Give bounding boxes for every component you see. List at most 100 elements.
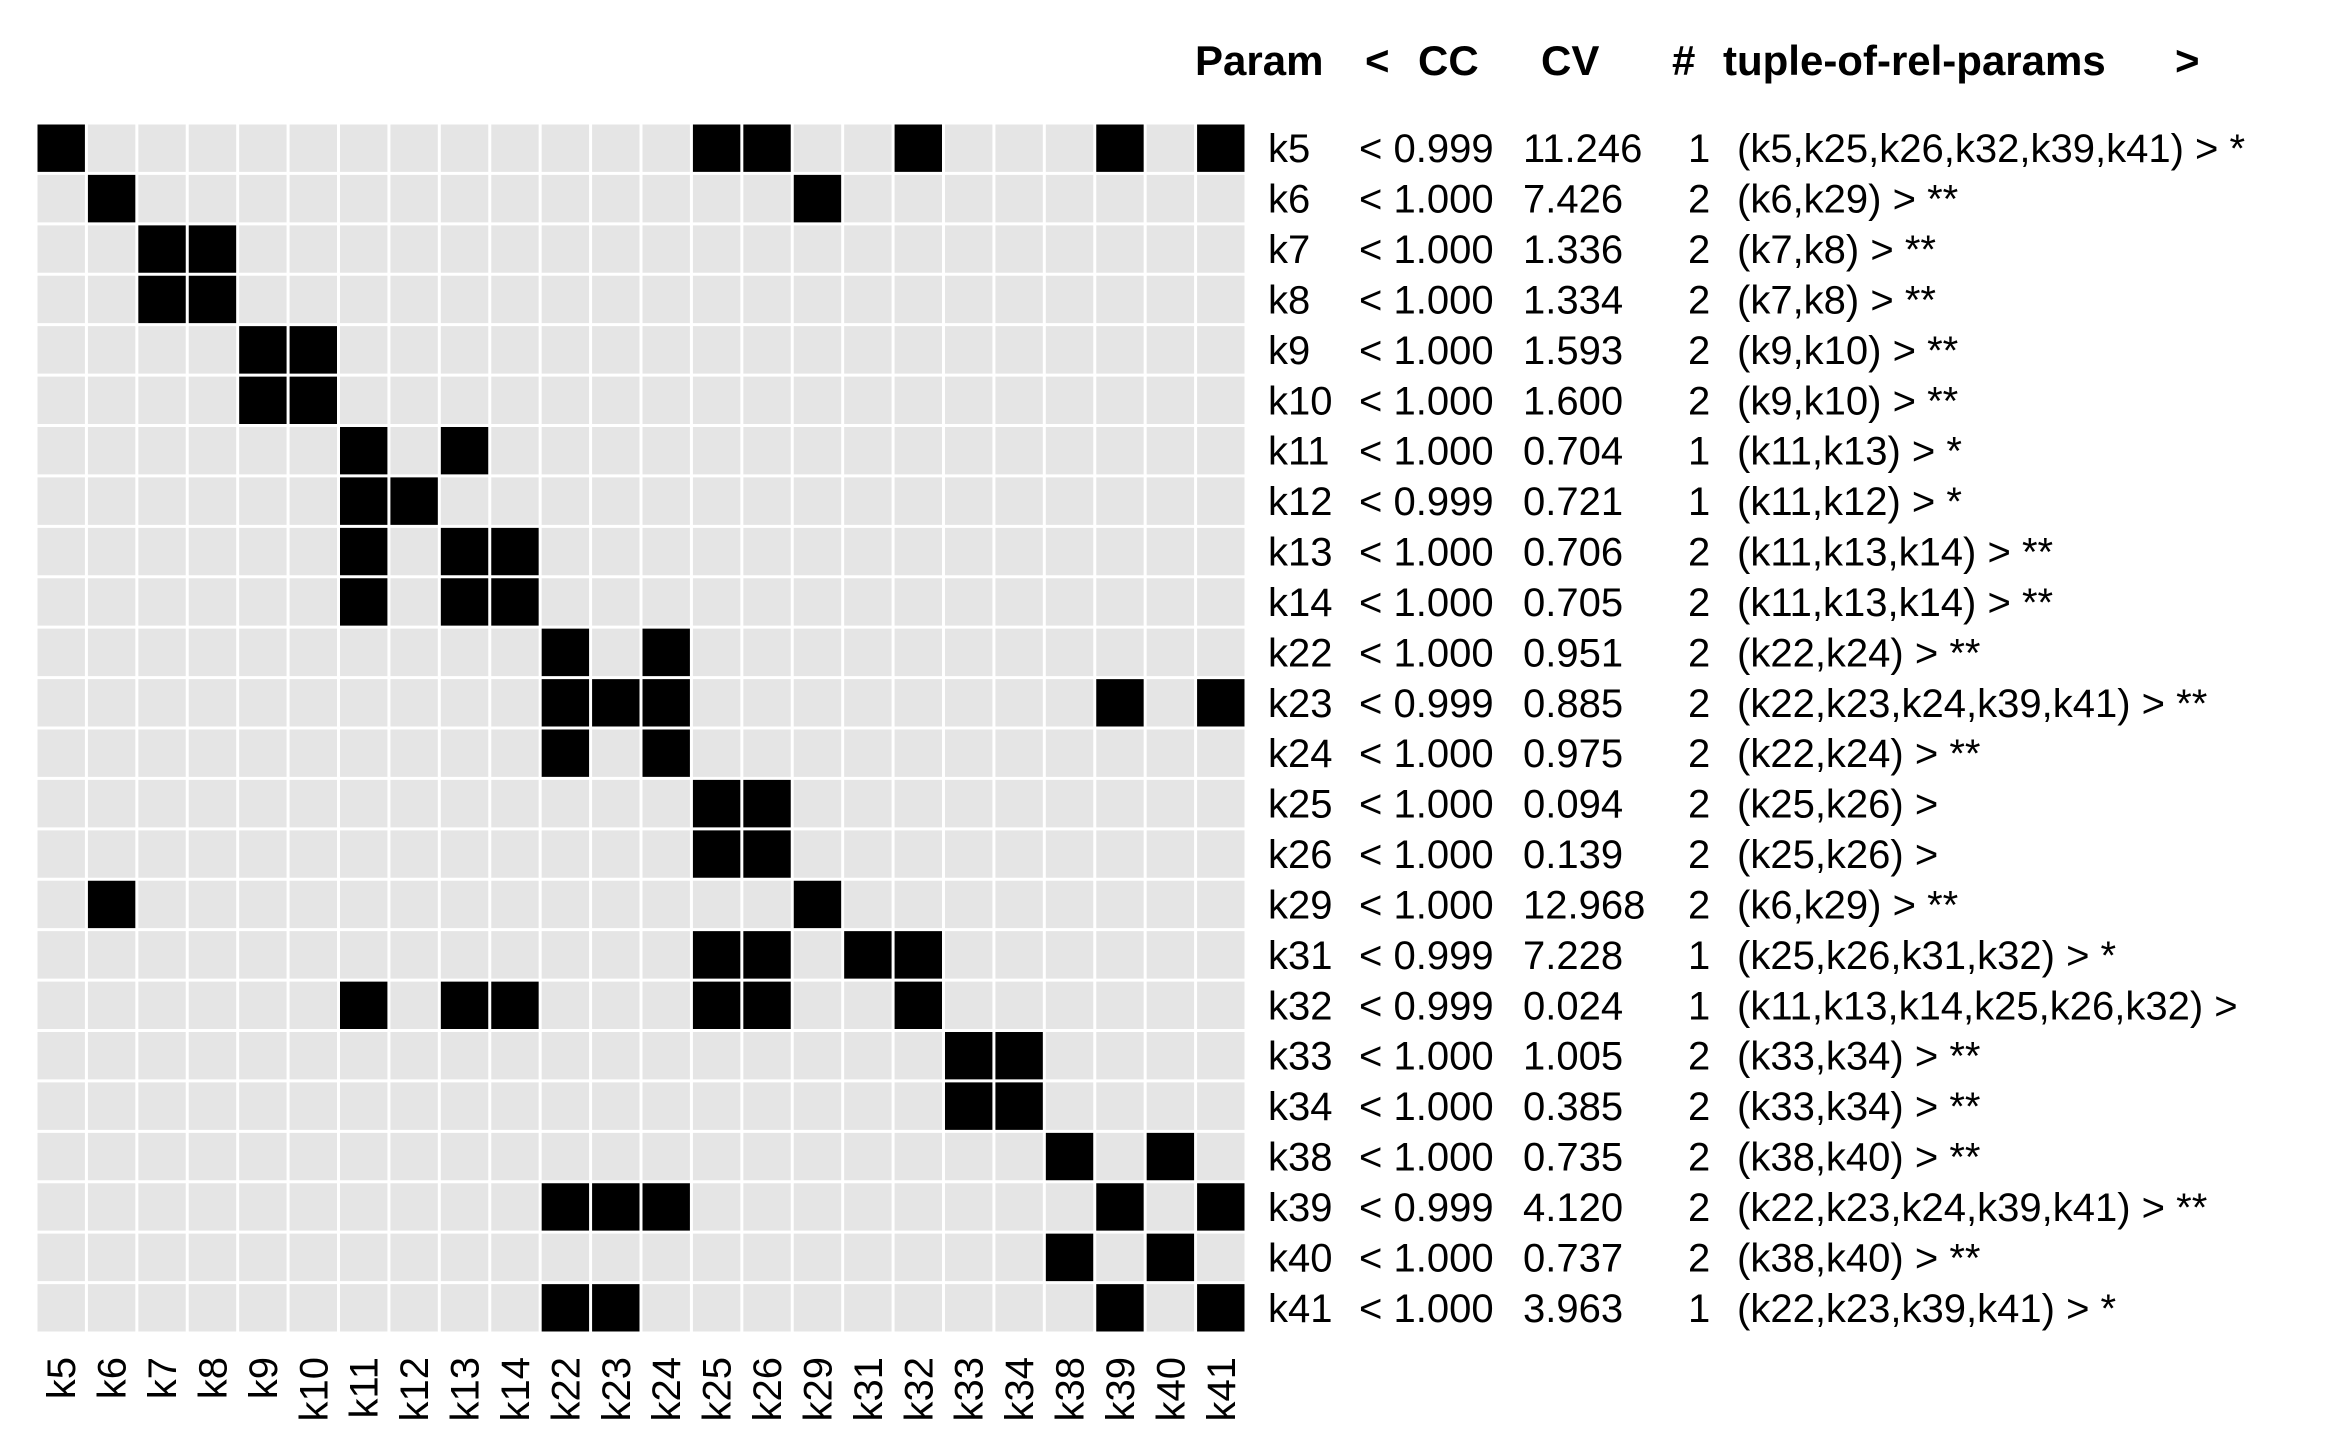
heatmap-cell-k26-k26 — [741, 828, 793, 880]
heatmap-cell-k26-k24 — [641, 828, 692, 880]
heatmap-cell-k22-k23 — [590, 627, 641, 678]
heatmap-cell-k22-k8 — [187, 627, 238, 678]
heatmap-cell-k38-k32 — [893, 1131, 944, 1182]
heatmap-cell-k14-k10 — [288, 576, 339, 628]
heatmap-cell-k6-k9 — [237, 173, 289, 224]
heatmap-cell-k34-k33 — [943, 1080, 994, 1132]
heatmap-cell-k22-k13 — [439, 627, 490, 678]
row-tuple-text: (k11,k13,k14) > ** — [1737, 531, 2053, 575]
heatmap-cell-k5-k38 — [1044, 123, 1095, 174]
heatmap-cell-k38-k6 — [86, 1131, 137, 1182]
column-tick-label: k24 — [645, 1357, 689, 1422]
heatmap-cell-k5-k11 — [338, 123, 389, 174]
heatmap-cell-k25-k39 — [1094, 778, 1146, 829]
heatmap-cell-k40-k31 — [842, 1232, 894, 1283]
heatmap-cell-k11-k8 — [187, 425, 238, 476]
column-tick-label: k32 — [897, 1357, 941, 1422]
heatmap-cell-k6-k7 — [136, 173, 188, 224]
heatmap-cell-k32-k5 — [36, 980, 87, 1031]
row-param-label: k9 — [1268, 329, 1310, 373]
heatmap-cell-k39-k8 — [187, 1181, 238, 1233]
row-cv-value: 0.704 — [1523, 430, 1623, 474]
heatmap-cell-k40-k11 — [338, 1232, 389, 1283]
heatmap-cell-k33-k32 — [893, 1030, 944, 1081]
row-cc-value: < 1.000 — [1359, 228, 1494, 272]
heatmap-cell-k25-k41 — [1195, 778, 1246, 829]
heatmap-cell-k8-k40 — [1145, 274, 1196, 325]
heatmap-cell-k32-k25 — [691, 980, 742, 1031]
heatmap-cell-k6-k24 — [641, 173, 692, 224]
heatmap-cell-k25-k12 — [388, 778, 440, 829]
heatmap-cell-k39-k6 — [86, 1181, 137, 1233]
heatmap-cell-k24-k11 — [338, 728, 389, 779]
heatmap-cell-k11-k34 — [993, 425, 1045, 476]
row-cv-value: 11.246 — [1523, 127, 1642, 171]
heatmap-cell-k31-k6 — [86, 929, 137, 981]
heatmap-cell-k9-k11 — [338, 324, 389, 376]
row-count-value: 2 — [1688, 1035, 1710, 1079]
column-tick-label: k39 — [1099, 1357, 1143, 1422]
heatmap-cell-k5-k33 — [943, 123, 994, 174]
heatmap-cell-k23-k22 — [540, 677, 591, 728]
row-cv-value: 0.951 — [1523, 631, 1623, 675]
heatmap-cell-k41-k26 — [741, 1282, 793, 1333]
row-cv-value: 0.975 — [1523, 732, 1623, 776]
row-tuple-text: (k9,k10) > ** — [1737, 379, 1958, 423]
heatmap-cell-k12-k31 — [842, 475, 894, 527]
heatmap-cell-k41-k24 — [641, 1282, 692, 1333]
heatmap-cell-k7-k11 — [338, 223, 389, 275]
heatmap-cell-k9-k13 — [439, 324, 490, 376]
heatmap-cell-k11-k13 — [439, 425, 490, 476]
heatmap-cell-k25-k22 — [540, 778, 591, 829]
heatmap-cell-k5-k29 — [792, 123, 843, 174]
heatmap-cell-k7-k32 — [893, 223, 944, 275]
heatmap-cell-k9-k8 — [187, 324, 238, 376]
row-tuple-text: (k11,k13,k14,k25,k26,k32) > — [1737, 984, 2238, 1028]
heatmap-cell-k38-k23 — [590, 1131, 641, 1182]
heatmap-cell-k31-k31 — [842, 929, 894, 981]
heatmap-cell-k10-k9 — [237, 375, 289, 426]
heatmap-cell-k8-k6 — [86, 274, 137, 325]
heatmap-cell-k9-k38 — [1044, 324, 1095, 376]
heatmap-cell-k24-k10 — [288, 728, 339, 779]
heatmap-cell-k5-k10 — [288, 123, 339, 174]
heatmap-cell-k26-k7 — [136, 828, 188, 880]
heatmap-cell-k12-k24 — [641, 475, 692, 527]
heatmap-cell-k41-k12 — [388, 1282, 440, 1333]
heatmap-cell-k6-k22 — [540, 173, 591, 224]
heatmap-cell-k22-k33 — [943, 627, 994, 678]
heatmap-cell-k8-k12 — [388, 274, 440, 325]
heatmap-cell-k22-k24 — [641, 627, 692, 678]
heatmap-cell-k14-k9 — [237, 576, 289, 628]
heatmap-cell-k40-k12 — [388, 1232, 440, 1283]
heatmap-cell-k6-k40 — [1145, 173, 1196, 224]
column-tick-label: k40 — [1149, 1357, 1193, 1422]
heatmap-cell-k25-k6 — [86, 778, 137, 829]
heatmap-cell-k14-k11 — [338, 576, 389, 628]
heatmap-cell-k40-k40 — [1145, 1232, 1196, 1283]
heatmap-cell-k38-k25 — [691, 1131, 742, 1182]
heatmap-cell-k39-k24 — [641, 1181, 692, 1233]
heatmap-cell-k41-k32 — [893, 1282, 944, 1333]
row-cc-value: < 1.000 — [1359, 1035, 1494, 1079]
heatmap-cell-k26-k41 — [1195, 828, 1246, 880]
heatmap-cell-k34-k26 — [741, 1080, 793, 1132]
heatmap-cell-k6-k23 — [590, 173, 641, 224]
heatmap-cell-k11-k22 — [540, 425, 591, 476]
heatmap-cell-k23-k34 — [993, 677, 1045, 728]
heatmap-cell-k33-k9 — [237, 1030, 289, 1081]
heatmap-cell-k22-k34 — [993, 627, 1045, 678]
heatmap-cell-k41-k8 — [187, 1282, 238, 1333]
heatmap-cell-k14-k32 — [893, 576, 944, 628]
heatmap-cell-k22-k9 — [237, 627, 289, 678]
heatmap-cell-k34-k41 — [1195, 1080, 1246, 1132]
header-open-bracket: < — [1365, 37, 1390, 84]
header-param: Param — [1195, 37, 1323, 84]
heatmap-cell-k26-k38 — [1044, 828, 1095, 880]
heatmap-cell-k31-k33 — [943, 929, 994, 981]
heatmap-cell-k9-k7 — [136, 324, 188, 376]
row-count-value: 1 — [1688, 127, 1710, 171]
heatmap-cell-k31-k32 — [893, 929, 944, 981]
row-count-value: 1 — [1688, 430, 1710, 474]
row-count-value: 2 — [1688, 1186, 1710, 1230]
